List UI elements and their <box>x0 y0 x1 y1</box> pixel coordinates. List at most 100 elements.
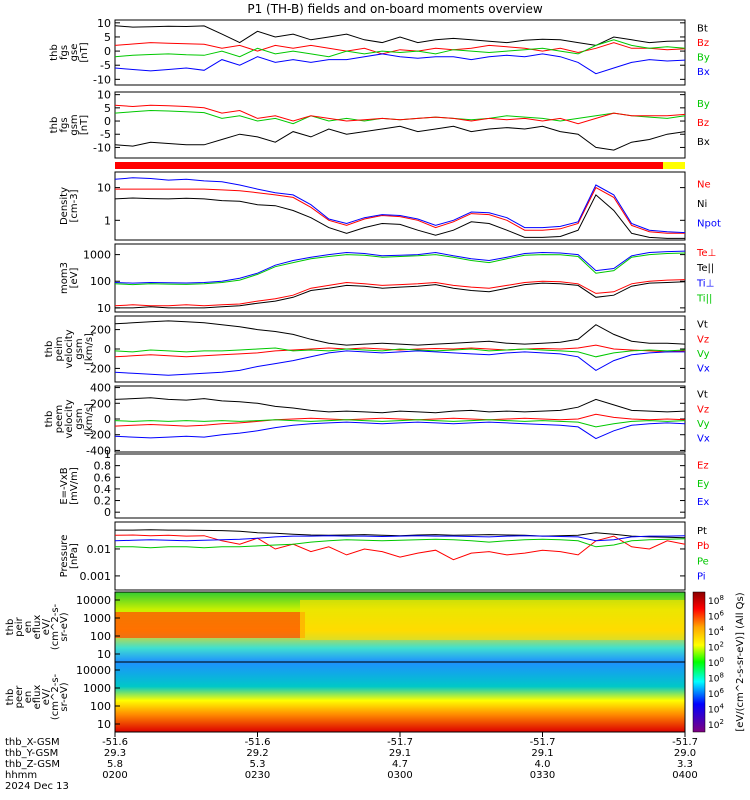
x-tick-label: 0300 <box>387 770 412 781</box>
x-tick-label: 29.3 <box>104 748 126 759</box>
colorbar-tick-base: 10 <box>708 675 720 685</box>
y-axis-label-line: [eV] <box>69 268 80 289</box>
legend-Ex: Ex <box>697 497 709 508</box>
y-axis-label-line: sr-eV) <box>59 612 70 641</box>
y-axis-label-line: gsm <box>74 408 85 429</box>
x-tick-label: -51.6 <box>245 737 271 748</box>
y-axis-label-line: peem <box>54 405 65 433</box>
x-tick-label: 29.2 <box>246 748 268 759</box>
colorbar-tick-exp: 4 <box>719 703 724 711</box>
x-tick-label: -51.6 <box>102 737 128 748</box>
colorbar-tick-label: 102 <box>708 641 724 654</box>
panel-efield: 10.80.60.40.20 E=-VxB[mV/m] Ez Ey Ex <box>59 448 709 519</box>
series-By <box>114 39 686 58</box>
y-tick-label: 10 <box>97 17 111 30</box>
legend-Ez: Ez <box>697 461 709 472</box>
panel-frame <box>114 171 686 241</box>
y-tick-label: 1000 <box>83 682 111 695</box>
legend-Pe: Pe <box>697 556 709 567</box>
legend-Bz: Bz <box>697 38 709 49</box>
y-axis-label: thbpeimvelocitygsm[km/s] <box>44 329 95 368</box>
colorbar-tick-base: 10 <box>708 613 720 623</box>
legend-Pi: Pi <box>697 571 706 582</box>
legend-Ne: Ne <box>697 180 711 191</box>
legend-Bx: Bx <box>697 67 710 78</box>
y-tick-label: 10 <box>97 302 111 315</box>
x-tick-label: 4.0 <box>535 759 551 770</box>
y-tick-label: -200 <box>86 429 111 442</box>
y-axis-label-line: fgs <box>59 117 70 132</box>
panel-density: 10 1 Density[cm-3] Ne Ni Npot <box>59 171 721 241</box>
x-tick-label: -51.7 <box>672 737 698 748</box>
legend-Vz: Vz <box>697 334 709 345</box>
y-tick-label: -400 <box>86 444 111 457</box>
series-Ne <box>115 186 685 234</box>
series-Pb <box>114 534 686 561</box>
y-tick-label: 5 <box>104 102 111 115</box>
x-row-name: thb_Z-GSM <box>5 759 60 770</box>
y-tick-label: 10 <box>97 718 111 731</box>
y-tick-label: 200 <box>90 397 111 410</box>
figure-title: P1 (TH-B) fields and on-board moments ov… <box>247 2 543 16</box>
legend-Ti⊥: Ti⊥ <box>696 278 714 289</box>
panel-frame <box>114 91 686 159</box>
colorbar-tick-base: 10 <box>708 628 720 638</box>
y-tick-label: -5 <box>100 59 111 72</box>
series-Ni <box>114 194 685 239</box>
series-Ti⊥ <box>114 250 686 284</box>
y-axis-label-line: peer <box>14 685 25 709</box>
y-tick-label: 0.001 <box>80 570 112 583</box>
legend-Ey: Ey <box>697 479 709 490</box>
colorbar-tick-base: 10 <box>708 706 720 716</box>
x-row-name: thb_X-GSM <box>5 737 60 748</box>
spectrogram-panels <box>114 591 686 733</box>
series-Pi <box>114 535 686 542</box>
series-Vx <box>114 350 685 376</box>
y-axis-label-line: (cm^2-s- <box>50 673 61 720</box>
colorbar-tick-exp: 2 <box>719 641 723 649</box>
mode-status-bar <box>115 162 685 169</box>
y-tick-label: 100 <box>90 275 111 288</box>
x-tick-label: 5.8 <box>107 759 123 770</box>
y-axis-label-line: thb <box>5 619 16 636</box>
y-tick-label: -5 <box>100 128 111 141</box>
colorbar-tick-exp: 2 <box>719 718 723 726</box>
colorbar-tick-exp: 8 <box>719 672 723 680</box>
legend-Pt: Pt <box>697 526 707 537</box>
y-tick-label: 0 <box>104 343 111 356</box>
panel-temps: 1000 100 10 mom3[eV] Te⊥ Te|| Ti⊥ Ti|| <box>59 243 716 315</box>
spectrogram-peer <box>115 662 685 732</box>
x-tick-label: 0230 <box>245 770 270 781</box>
colorbar-tick-exp: 0 <box>719 656 723 664</box>
legend-Vz: Vz <box>697 404 709 415</box>
y-axis-label-line: [nPa] <box>69 543 80 569</box>
series-Pe <box>115 538 686 549</box>
y-axis-label: mom3[eV] <box>59 262 80 294</box>
y-axis-label-line: gsm <box>69 114 80 135</box>
series-Vz <box>114 413 686 427</box>
y-tick-label: -10 <box>93 141 111 154</box>
legend-Bt: Bt <box>697 24 708 35</box>
colorbar-tick-exp: 8 <box>719 594 723 602</box>
line-panels: 1050-5-10thbfgsgse[nT]BtBzByBx1050-5-10t… <box>44 17 721 591</box>
x-tick-label: 4.7 <box>392 759 408 770</box>
y-axis-label-line: fgs <box>59 45 70 60</box>
colorbar-tick-base: 10 <box>708 659 720 669</box>
colorbar-tick-label: 106 <box>708 687 724 700</box>
y-axis-label: thbpeemvelocitygsm[km/s] <box>44 399 95 438</box>
y-tick-label: 0.6 <box>94 471 112 484</box>
y-axis-label-line: velocity <box>64 329 75 368</box>
series-Npot <box>114 177 686 234</box>
colorbar-tick-label: 108 <box>708 594 724 607</box>
y-axis-label-line: thb <box>49 44 60 61</box>
y-axis-label-line: [nT] <box>79 115 90 135</box>
y-axis-label: Pressure[nPa] <box>59 535 80 578</box>
y-axis-label-line: (cm^2-s- <box>50 603 61 650</box>
x-tick-label: 0330 <box>530 770 555 781</box>
y-axis-label: E=-VxB[mV/m] <box>59 467 80 505</box>
series-Vy <box>114 347 686 358</box>
legend-Bz: Bz <box>697 118 709 129</box>
spectrogram-peir-hot <box>300 600 685 640</box>
